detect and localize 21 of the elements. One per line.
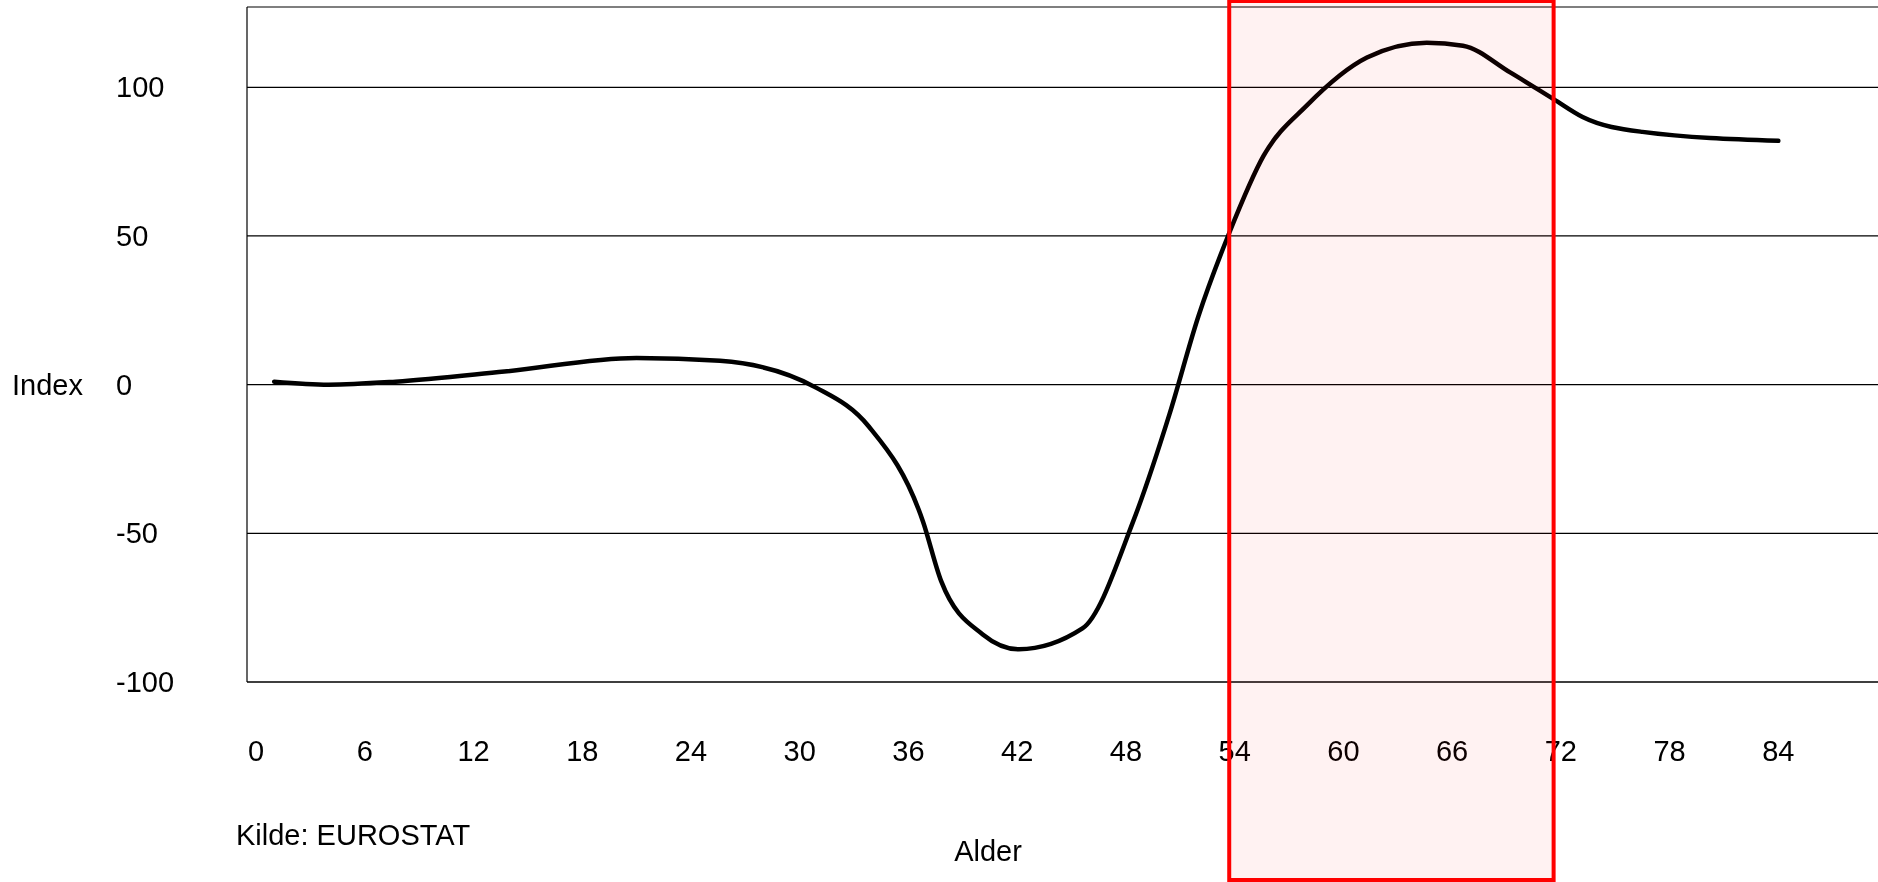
x-tick-label: 6 [356,735,373,768]
x-tick-label: 84 [1762,735,1795,768]
x-axis-title: Alder [954,835,1023,868]
x-tick-label: 42 [1001,735,1034,768]
y-tick-label: -100 [116,666,175,699]
y-tick-label: 0 [116,368,133,401]
y-tick-label: 100 [116,71,165,104]
x-tick-label: 30 [783,735,816,768]
x-tick-label: 36 [892,735,925,768]
x-tick-label: 60 [1327,735,1360,768]
y-axis-title: Index [12,368,84,401]
x-tick-label: 0 [247,735,265,768]
x-tick-label: 24 [674,735,708,768]
y-tick-label: 50 [116,220,149,253]
x-tick-label: 66 [1435,735,1469,768]
text: Kilde: EUROSTAT [236,819,471,852]
x-tick-label: 18 [566,735,599,768]
x-tick-label: 12 [457,735,490,768]
x-tick-label: 78 [1653,735,1686,768]
x-tick-label: 48 [1109,735,1143,768]
y-tick-label: -50 [116,517,158,550]
